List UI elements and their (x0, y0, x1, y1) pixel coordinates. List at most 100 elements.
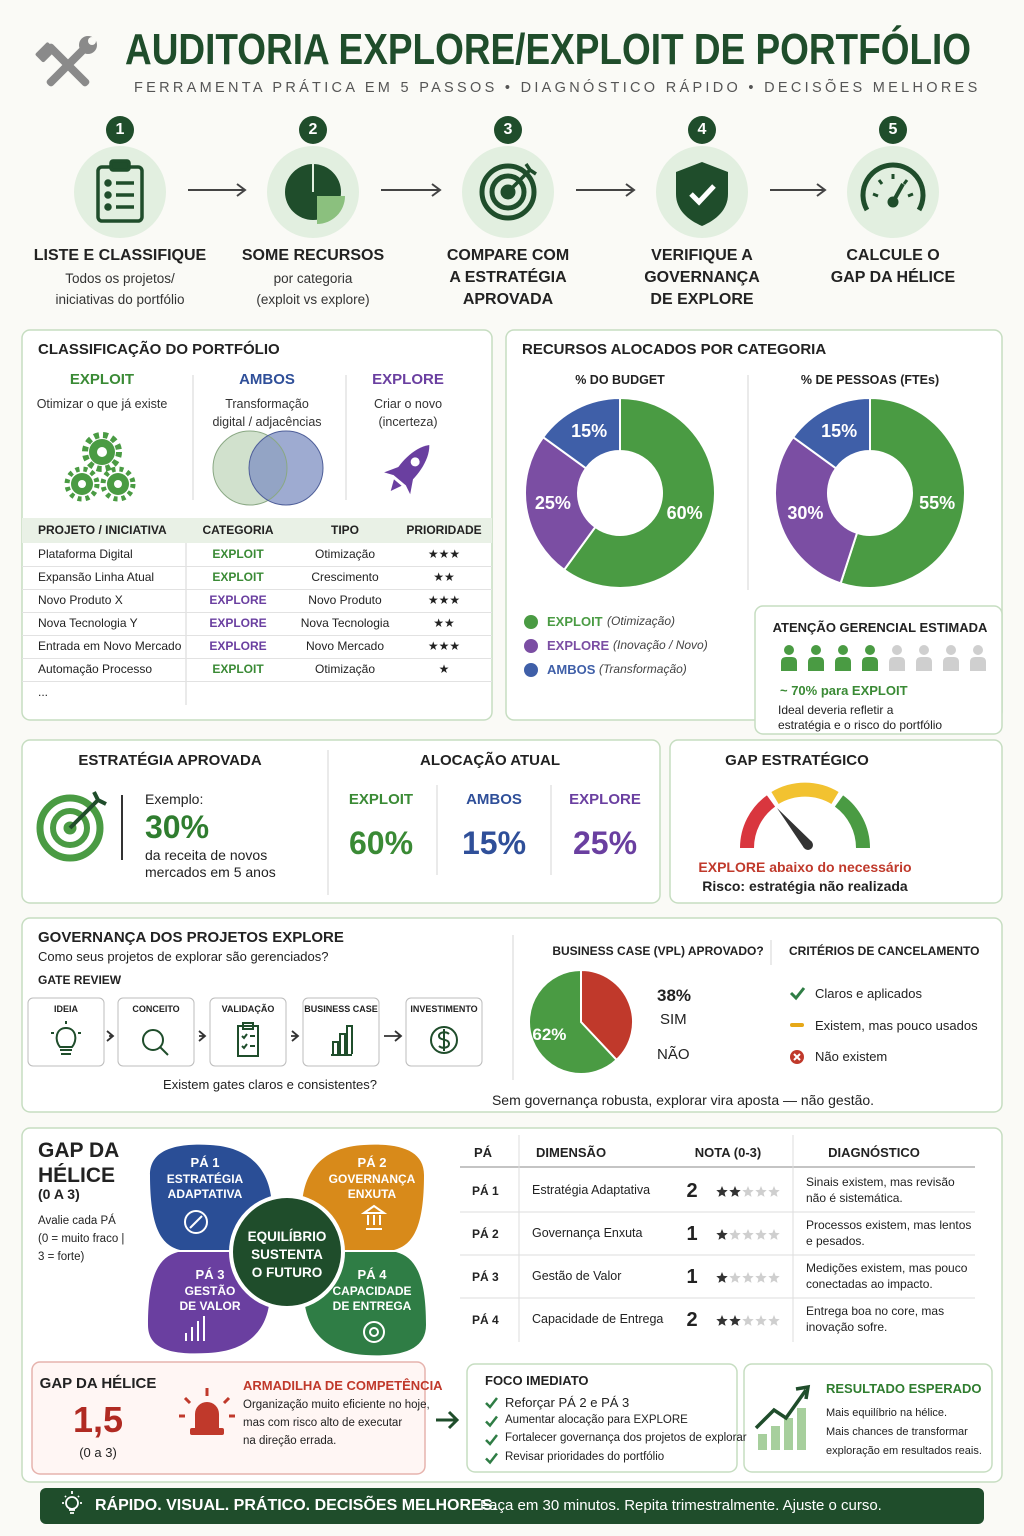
result-text: Mais chances de transformar (826, 1426, 968, 1438)
attention-highlight: ~ 70% para EXPLOIT (780, 683, 908, 698)
gate-icon (331, 1025, 353, 1056)
panel-title: GAP ESTRATÉGICO (725, 752, 869, 769)
type-name: EXPLORE (372, 371, 444, 388)
person-icon (889, 657, 905, 671)
dimension: Governança Enxuta (532, 1226, 643, 1240)
table-cell: Otimização (314, 547, 376, 561)
criteria-item: Não existem (815, 1049, 888, 1064)
table-cell: Automação Processo (38, 662, 153, 676)
gate-label: IDEIA (53, 1004, 79, 1014)
legend-note: (Inovação / Novo) (613, 638, 708, 652)
donut-label: 25% (534, 492, 571, 513)
table-cell: ★★ (433, 616, 455, 630)
step-number: 4 (697, 121, 707, 138)
table-header: PROJETO / INICIATIVA (38, 523, 167, 537)
step-text: Todos os projetos/ (65, 271, 175, 286)
summary-range: (0 a 3) (79, 1445, 117, 1460)
table-header: PRIORIDADE (406, 523, 482, 537)
table-cell: EXPLOIT (212, 570, 264, 584)
gate-icon (51, 1021, 81, 1055)
score-stars (716, 1186, 780, 1197)
star (768, 1315, 780, 1326)
legend-dot (524, 639, 538, 653)
gate-label: INVESTIMENTO (410, 1004, 478, 1014)
legend-dot (524, 615, 538, 629)
summary-value: 1,5 (72, 1399, 124, 1440)
arrow (436, 1410, 460, 1430)
legend-name: AMBOS (547, 662, 596, 677)
donut-label: 30% (787, 503, 824, 523)
score-stars (716, 1229, 780, 1240)
step-arrow (188, 183, 247, 197)
table-cell: Otimização (314, 662, 376, 676)
legend-note: (Otimização) (607, 614, 676, 628)
panel (21, 739, 661, 904)
table-cell: Nova Tecnologia (300, 616, 390, 630)
blade-text: GOVERNANÇA (328, 1172, 416, 1186)
step-circle (847, 146, 939, 238)
star (742, 1272, 754, 1283)
pa-label: PÁ 3 (472, 1270, 499, 1284)
gate-question: Existem gates claros e consistentes? (163, 1077, 377, 1092)
legend-name: EXPLORE (547, 638, 610, 653)
panel-title: GOVERNANÇA DOS PROJETOS EXPLORE (38, 929, 344, 946)
table-cell: Plataforma Digital (38, 547, 133, 561)
step-title: VERIFIQUE A (651, 247, 753, 264)
helix-range: (0 A 3) (38, 1186, 80, 1202)
pie-icon (285, 164, 345, 224)
result-text: exploração em resultados reais. (826, 1445, 982, 1457)
attention-title: ATENÇÃO GERENCIAL ESTIMADA (772, 620, 988, 635)
diagnosis: Medições existem, mas pouco (806, 1261, 968, 1275)
step-number: 5 (888, 121, 898, 138)
star (729, 1229, 741, 1240)
focus-item: Revisar prioridades do portfólio (505, 1450, 665, 1463)
pie-label: 62% (532, 1024, 567, 1044)
chart-title: BUSINESS CASE (VPL) APROVADO? (552, 944, 764, 958)
star (729, 1272, 741, 1283)
gate-label: CONCEITO (132, 1004, 180, 1014)
bulb-icon (62, 1491, 82, 1514)
score: 2 (686, 1180, 698, 1202)
strategy-label: Exemplo: (145, 791, 204, 807)
propeller (148, 1144, 426, 1356)
diagnosis: não é sistemática. (806, 1191, 903, 1205)
check (485, 1397, 498, 1409)
venn-icon (212, 430, 324, 506)
criteria-item: Claros e aplicados (815, 986, 922, 1001)
blade-name: PÁ 2 (357, 1155, 387, 1170)
diagnosis: conectadas ao impacto. (806, 1277, 933, 1291)
person-icon (919, 645, 929, 655)
gate-title: GATE REVIEW (38, 973, 122, 987)
star (755, 1272, 767, 1283)
step-icons (96, 159, 926, 226)
step-title: LISTE E CLASSIFIQUE (33, 247, 207, 264)
legend-note: (Transformação) (599, 662, 687, 676)
blade-text: ESTRATÉGIA (166, 1172, 244, 1186)
trap-text: Organização muito eficiente no hoje, (243, 1399, 430, 1411)
strategy-text: da receita de novos (145, 847, 268, 863)
chart-title: % DO BUDGET (575, 373, 665, 387)
diagnosis: Entrega boa no core, mas (806, 1304, 945, 1318)
gap-box (31, 1361, 426, 1475)
panel-subtitle: Como seus projetos de explorar são geren… (38, 949, 329, 964)
people-icons (781, 645, 986, 671)
gap-risk: Risco: estratégia não realizada (702, 878, 908, 894)
type-text: Transformação (225, 397, 309, 411)
star (729, 1186, 741, 1197)
panel-title: ALOCAÇÃO ATUAL (420, 752, 560, 769)
criteria-icons (789, 987, 806, 1064)
trap-text: na direção errada. (243, 1435, 337, 1447)
step-number: 1 (115, 121, 125, 138)
siren-icon (179, 1388, 235, 1435)
footnote: Sem governança robusta, explorar vira ap… (491, 1092, 875, 1108)
pa-label: PÁ 1 (472, 1184, 499, 1198)
gate-icon (430, 1026, 458, 1054)
panel-title: ESTRATÉGIA APROVADA (78, 752, 262, 769)
donut-segment (839, 396, 966, 589)
step-text: iniciativas do portfólio (55, 292, 185, 307)
gate-arrow (106, 1030, 115, 1042)
helix-title: GAP DA (38, 1139, 120, 1162)
person-icon (943, 657, 959, 671)
